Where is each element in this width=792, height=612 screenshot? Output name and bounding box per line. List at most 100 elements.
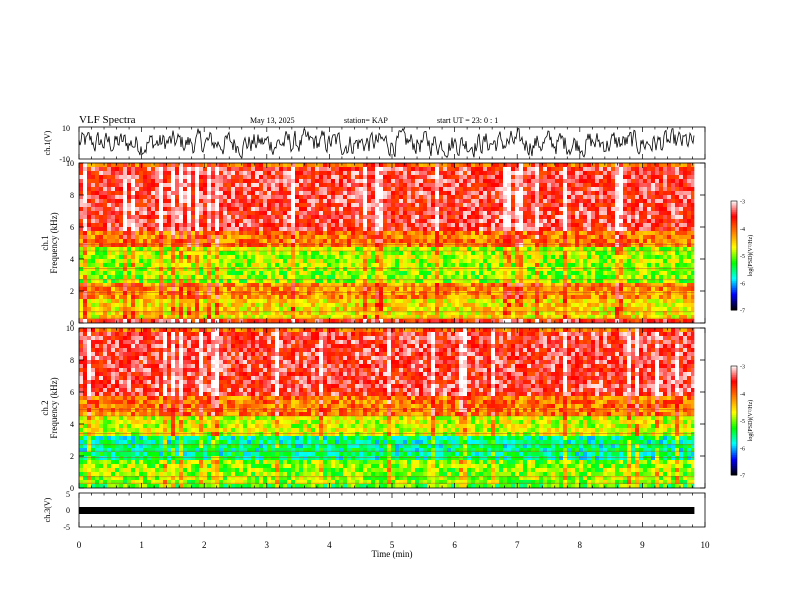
spectrogram-cell <box>327 227 331 231</box>
spectrogram-cell <box>271 243 275 247</box>
spectrogram-cell <box>127 259 131 263</box>
spectrogram-cell <box>351 291 355 295</box>
spectrogram-cell <box>87 291 91 295</box>
spectrogram-cell <box>99 175 103 179</box>
spectrogram-cell <box>211 307 215 311</box>
spectrogram-cell <box>135 275 139 279</box>
spectrogram-cell <box>319 211 323 215</box>
spectrogram-cell <box>507 231 511 235</box>
spectrogram-cell <box>159 195 163 199</box>
spectrogram-cell <box>367 283 371 287</box>
spectrogram-cell <box>499 227 503 231</box>
spectrogram-cell <box>571 311 575 315</box>
spectrogram-cell <box>335 195 339 199</box>
spectrogram-cell <box>131 223 135 227</box>
spectrogram-cell <box>267 295 271 299</box>
spectrogram-cell <box>87 267 91 271</box>
spectrogram-cell <box>307 187 311 191</box>
spectrogram-cell <box>115 179 119 183</box>
spectrogram-cell <box>335 299 339 303</box>
spectrogram-cell <box>523 187 527 191</box>
spectrogram-cell <box>287 307 291 311</box>
spectrogram-cell <box>551 303 555 307</box>
spectrogram-cell <box>403 315 407 319</box>
spectrogram-cell <box>435 231 439 235</box>
spectrogram-cell <box>455 171 459 175</box>
spectrogram-cell <box>127 215 131 219</box>
spectrogram-cell <box>415 179 419 183</box>
spectrogram-cell <box>339 271 343 275</box>
spectrogram-cell <box>339 255 343 259</box>
spectrogram-cell <box>179 275 183 279</box>
spectrogram-cell <box>291 223 295 227</box>
spectrogram-cell <box>251 175 255 179</box>
spectrogram-cell <box>483 219 487 223</box>
spectrogram-cell <box>443 203 447 207</box>
spectrogram-cell <box>555 231 559 235</box>
spectrogram-cell <box>235 171 239 175</box>
spectrogram-cell <box>519 247 523 251</box>
spectrogram-cell <box>531 251 535 255</box>
spectrogram-cell <box>555 315 559 319</box>
spectrogram-cell <box>375 259 379 263</box>
spectrogram-cell <box>83 267 87 271</box>
spectrogram-cell <box>151 279 155 283</box>
spectrogram-cell <box>119 279 123 283</box>
spectrogram-cell <box>543 235 547 239</box>
spectrogram-cell <box>263 259 267 263</box>
spectrogram-cell <box>127 235 131 239</box>
spectrogram-cell <box>103 275 107 279</box>
spectrogram-cell <box>343 223 347 227</box>
spectrogram-cell <box>175 295 179 299</box>
spectrogram-cell <box>515 315 519 319</box>
spectrogram-cell <box>543 263 547 267</box>
spectrogram-cell <box>523 227 527 231</box>
spectrogram-cell <box>523 179 527 183</box>
spectrogram-cell <box>111 215 115 219</box>
spectrogram-cell <box>139 175 143 179</box>
spectrogram-cell <box>87 255 91 259</box>
spectrogram-cell <box>351 187 355 191</box>
spectrogram-cell <box>447 163 451 167</box>
spectrogram-cell <box>367 279 371 283</box>
spectrogram-cell <box>563 287 567 291</box>
spectrogram-cell <box>147 199 151 203</box>
spectrogram-cell <box>463 255 467 259</box>
spectrogram-cell <box>551 175 555 179</box>
spectrogram-cell <box>443 183 447 187</box>
spectrogram-cell <box>459 195 463 199</box>
spectrogram-cell <box>515 307 519 311</box>
spectrogram-cell <box>511 259 515 263</box>
spectrogram-cell <box>539 295 543 299</box>
spectrogram-cell <box>95 315 99 319</box>
spectrogram-cell <box>143 215 147 219</box>
spectrogram-cell <box>551 223 555 227</box>
spectrogram-cell <box>347 171 351 175</box>
spectrogram-cell <box>567 191 571 195</box>
spectrogram-cell <box>319 291 323 295</box>
spectrogram-cell <box>439 267 443 271</box>
spectrogram-cell <box>147 303 151 307</box>
spectrogram-cell <box>123 183 127 187</box>
spectrogram-cell <box>491 283 495 287</box>
spectrogram-cell <box>527 255 531 259</box>
spectrogram-cell <box>79 211 83 215</box>
spectrogram-cell <box>383 163 387 167</box>
spectrogram-cell <box>215 239 219 243</box>
spectrogram-cell <box>91 295 95 299</box>
spectrogram-cell <box>391 207 395 211</box>
spectrogram-cell <box>507 307 511 311</box>
spectrogram-cell <box>483 211 487 215</box>
spectrogram-cell <box>207 263 211 267</box>
spectrogram-cell <box>491 211 495 215</box>
spectrogram-cell <box>83 287 87 291</box>
spectrogram-cell <box>471 231 475 235</box>
spectrogram-cell <box>359 247 363 251</box>
spectrogram-cell <box>103 271 107 275</box>
spectrogram-cell <box>139 311 143 315</box>
spectrogram-cell <box>407 191 411 195</box>
spectrogram-cell <box>223 187 227 191</box>
spectrogram-cell <box>235 175 239 179</box>
spectrogram-cell <box>399 283 403 287</box>
spectrogram-cell <box>295 191 299 195</box>
